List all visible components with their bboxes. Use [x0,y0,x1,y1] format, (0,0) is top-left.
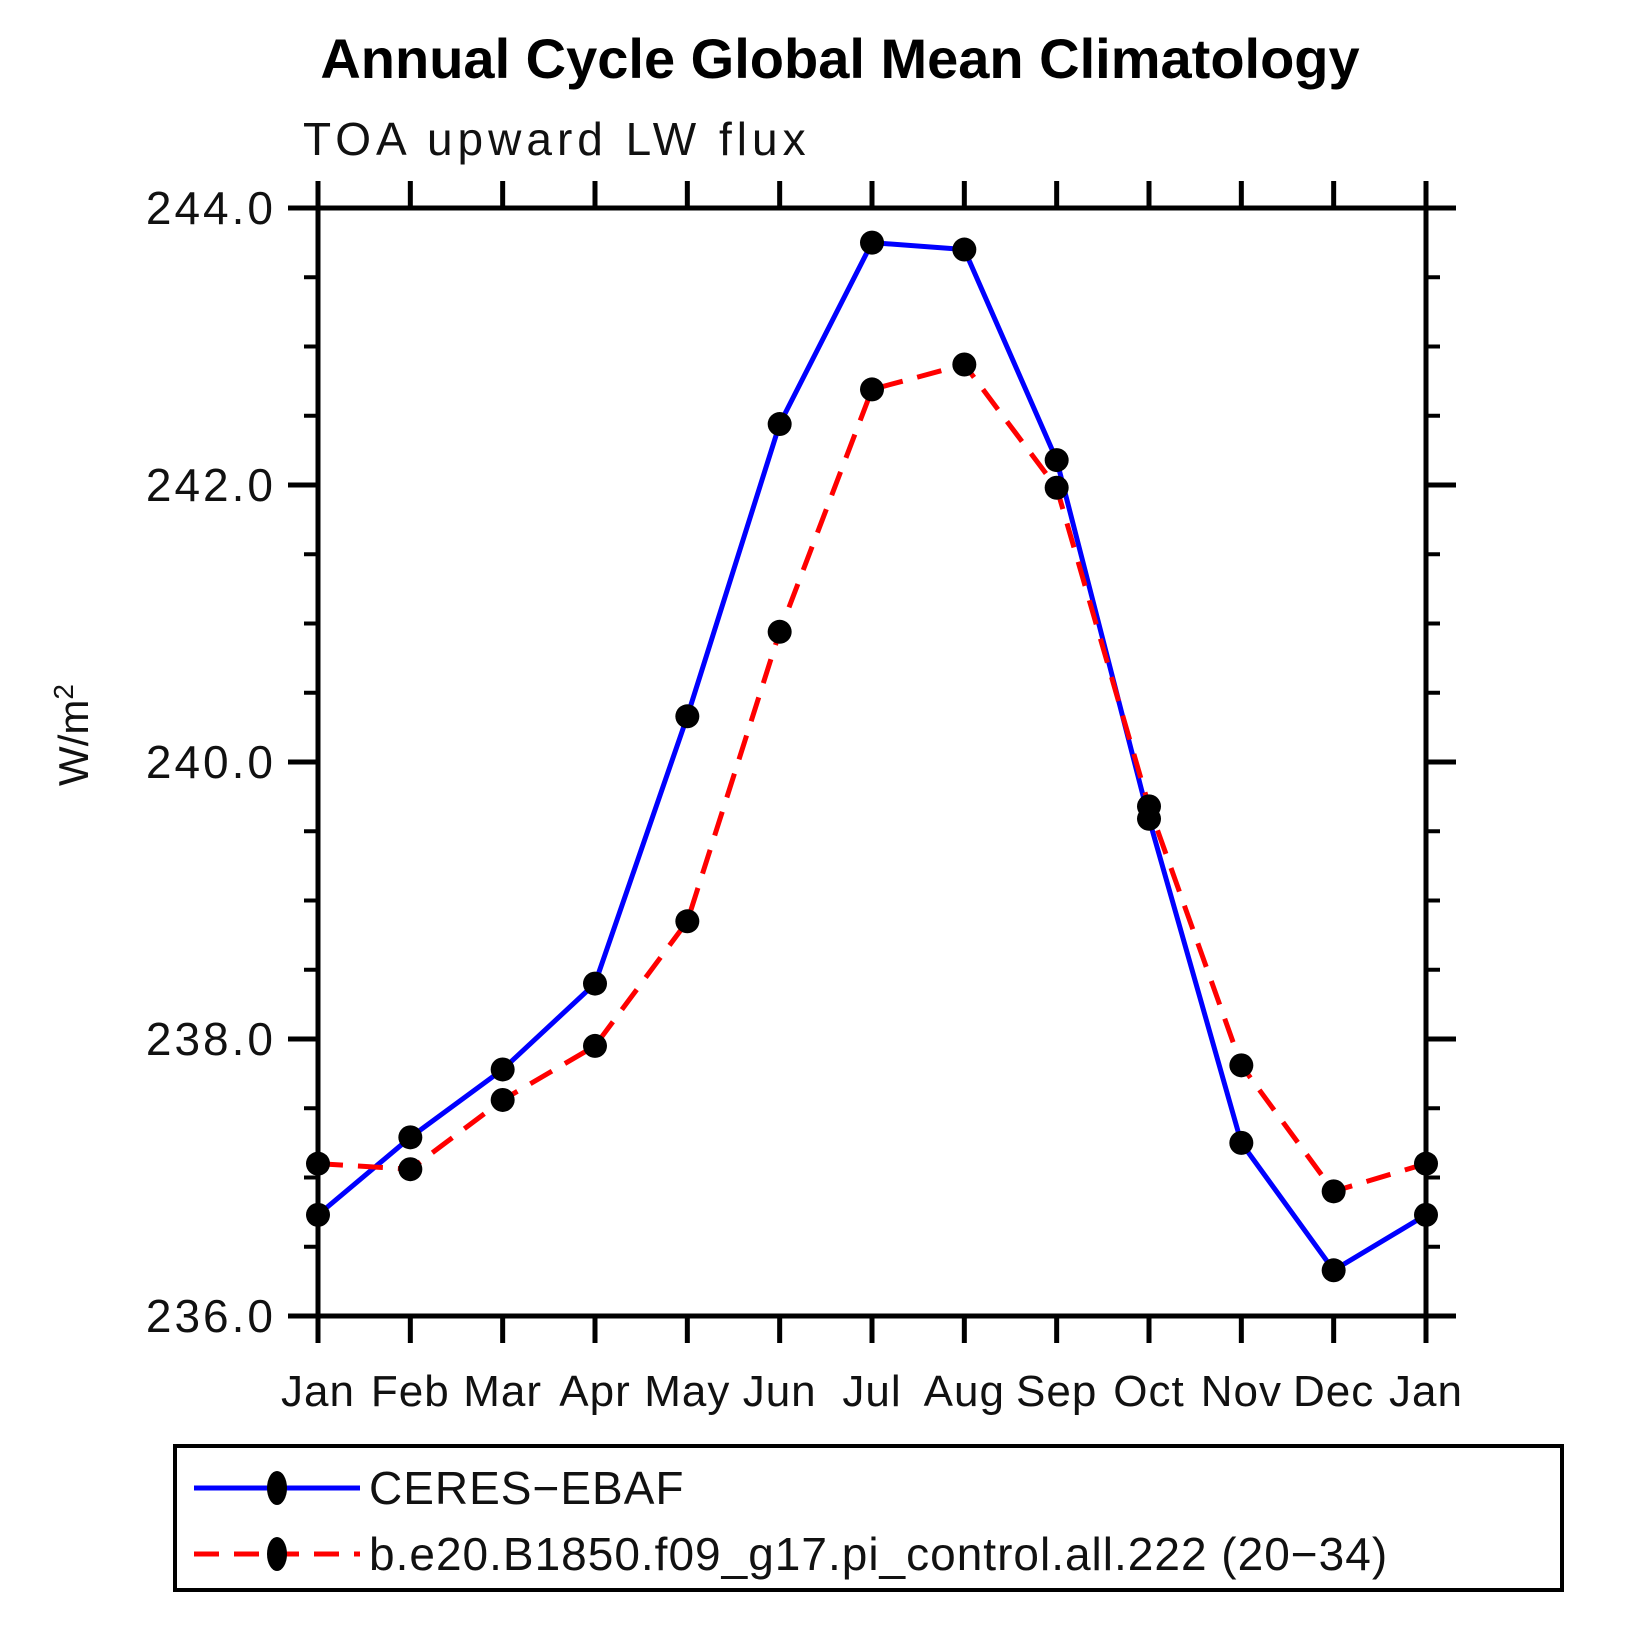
series-1-marker [398,1157,423,1182]
y-tick-label: 240.0 [146,736,276,788]
series-0-marker [1414,1202,1438,1227]
x-tick-label: Feb [371,1367,450,1416]
y-tick-label: 238.0 [146,1013,276,1065]
series-0-marker [398,1125,423,1150]
series-1-marker [306,1151,330,1176]
series-1-marker [860,377,884,402]
series-0-marker [675,704,700,729]
y-tick-label: 242.0 [146,459,276,511]
series-0-marker [767,412,792,437]
x-tick-label: Apr [559,1367,630,1416]
series-1-marker [1137,794,1161,819]
series-1-marker [1229,1053,1254,1078]
chart-subtitle: TOA upward LW flux [303,113,811,165]
series-1-marker [490,1087,515,1112]
series-0-marker [1229,1130,1254,1155]
legend-marker-1 [267,1537,287,1571]
x-tick-label: Nov [1201,1367,1282,1416]
x-tick-label: Jan [281,1367,355,1416]
legend-sample-line-1 [194,1537,360,1571]
series-1-marker [952,352,977,377]
series-0-marker [1044,448,1069,473]
y-tick-label: 236.0 [146,1290,276,1342]
legend-marker-0 [267,1471,287,1505]
series-1-marker [767,619,792,644]
series-0-marker [1321,1258,1346,1283]
chart-title: Annual Cycle Global Mean Climatology [320,27,1360,90]
x-tick-label: Jul [842,1367,901,1416]
x-tick-label: Jan [1389,1367,1463,1416]
legend-label-1: b.e20.B1850.f09_g17.pi_control.all.222 (… [369,1528,1389,1580]
series-0-marker [490,1057,515,1082]
series-1-marker [1414,1151,1438,1176]
y-tick-label: 244.0 [146,182,276,234]
x-tick-label: Sep [1016,1367,1097,1416]
legend-box: CERES−EBAF b.e20.B1850.f09_g17.pi_contro… [173,1444,1564,1592]
series-1-line [317,361,1427,1195]
x-tick-label: Oct [1113,1367,1184,1416]
legend-sample-line-0 [194,1471,360,1505]
x-tick-label: Dec [1293,1367,1374,1416]
x-tick-label: May [644,1367,730,1416]
x-tick-label: Aug [924,1367,1005,1416]
series-0-marker [583,971,607,996]
legend-row-model: b.e20.B1850.f09_g17.pi_control.all.222 (… [190,1522,1388,1586]
series-1-marker [1321,1179,1346,1204]
series-1-marker [583,1033,607,1058]
series-0-marker [860,230,884,255]
series-1-marker [1044,475,1069,500]
legend-label-0: CERES−EBAF [369,1462,685,1514]
x-tick-label: Jun [743,1367,817,1416]
plot-frame [315,205,1429,1319]
x-tick-label: Mar [463,1367,542,1416]
series-0-marker [952,237,977,262]
series-0-marker [306,1202,330,1227]
legend-row-ceres-ebaf: CERES−EBAF [190,1456,685,1520]
series-1-marker [675,909,700,934]
